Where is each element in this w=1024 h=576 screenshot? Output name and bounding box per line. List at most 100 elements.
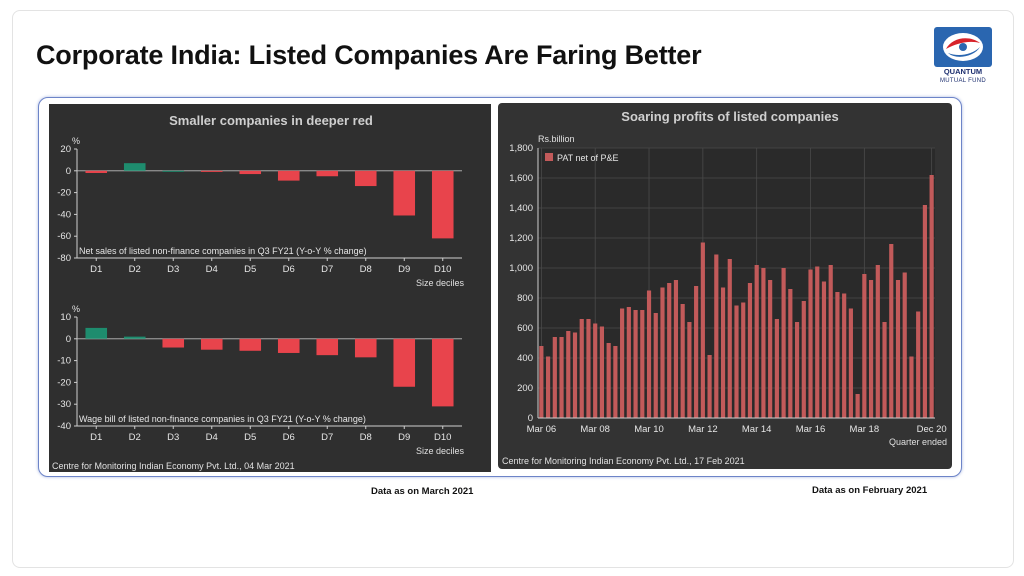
y-tick-label: -40 <box>57 209 71 220</box>
bar-d1 <box>85 170 108 173</box>
profit-bar <box>640 310 645 418</box>
x-tick-label-d8: D8 <box>360 432 372 443</box>
y-tick-label: -60 <box>57 231 71 242</box>
y-tick-label: 1,400 <box>509 203 533 214</box>
bar-d5 <box>239 338 262 351</box>
profit-bar <box>828 265 833 418</box>
chart-annotation: Net sales of listed non-finance companie… <box>79 246 367 256</box>
profit-bar <box>754 265 759 418</box>
left-panel-title: Smaller companies in deeper red <box>169 113 373 128</box>
profit-bar <box>848 308 853 418</box>
bar-d5 <box>239 170 262 175</box>
logo-emblem-icon <box>934 27 992 67</box>
profit-bar <box>687 322 692 418</box>
profit-bar <box>667 283 672 418</box>
x-axis-label: Size deciles <box>416 446 465 456</box>
y-tick-label: -30 <box>57 399 71 410</box>
left-panel-source: Centre for Monitoring Indian Economy Pvt… <box>52 461 295 471</box>
profit-bar <box>546 356 551 418</box>
profit-bar <box>909 356 914 418</box>
profit-bar <box>794 322 800 418</box>
x-tick-label: Mar 12 <box>688 424 718 435</box>
bar-d9 <box>393 338 416 387</box>
profit-bar <box>868 280 874 418</box>
x-tick-label: Mar 16 <box>796 424 826 435</box>
bar-d6 <box>277 170 300 181</box>
profit-bar <box>815 266 820 418</box>
x-tick-label-d4: D4 <box>206 432 218 443</box>
profit-bar <box>579 319 584 418</box>
y-tick-label: 200 <box>517 383 533 394</box>
profit-bar <box>882 322 887 418</box>
profit-bar <box>673 280 679 418</box>
x-tick-label-d7: D7 <box>321 432 333 443</box>
bar-d10 <box>431 170 454 239</box>
y-tick-label: 800 <box>517 293 533 304</box>
profit-bar <box>707 355 712 418</box>
legend-swatch <box>545 153 553 161</box>
profit-bar <box>801 301 806 418</box>
y-tick-label: 0 <box>66 334 71 345</box>
bar-d4 <box>200 338 223 350</box>
profit-bar <box>539 346 544 418</box>
profit-bar <box>626 307 631 418</box>
y-tick-label: 1,800 <box>509 143 533 154</box>
profit-bar <box>680 304 685 418</box>
quantum-logo: QUANTUM MUTUAL FUND <box>934 27 992 89</box>
profit-bar <box>855 394 860 418</box>
x-tick-label-d2: D2 <box>129 432 141 443</box>
x-tick-label-d1: D1 <box>90 432 102 443</box>
profit-bar <box>741 302 746 418</box>
y-tick-label: 600 <box>517 323 533 334</box>
wage-bill-chart: %10 0 -10 -20 -30 -40 D1 D2 D3 D4 D5 D6 D7 D8 D9 D10 Siz… <box>57 304 464 456</box>
y-tick-label: 1,200 <box>509 233 533 244</box>
x-tick-label-d6: D6 <box>283 432 295 443</box>
profit-bar <box>633 310 638 418</box>
profit-bar <box>889 244 894 418</box>
profit-bar <box>808 269 813 418</box>
bar-d8 <box>354 338 377 358</box>
page-title: Corporate India: Listed Companies Are Fa… <box>36 40 702 70</box>
x-tick-label: Mar 08 <box>580 424 610 435</box>
profit-bar <box>895 280 901 418</box>
logo-subname: MUTUAL FUND <box>939 78 987 84</box>
profit-bar <box>613 346 618 418</box>
y-tick-label: -40 <box>57 421 71 432</box>
left-chart-panel: Smaller companies in deeper red Centre f… <box>49 104 491 472</box>
y-tick-label: -10 <box>57 356 71 367</box>
y-axis-label: % <box>72 136 80 146</box>
bar-d9 <box>393 170 416 216</box>
profit-bar <box>566 331 571 418</box>
x-tick-label-d5: D5 <box>244 432 256 443</box>
y-axis-label: % <box>72 304 80 314</box>
net-sales-chart: %20 0 -20 -40 -60 -80 D1 D2 D3 D4 D5 D6 D7 D8 D9 D10 Siz… <box>57 136 464 288</box>
profit-bar <box>606 343 611 418</box>
profit-bar <box>842 293 847 418</box>
profit-bar <box>559 337 564 418</box>
bar-d7 <box>316 170 339 177</box>
y-tick-label: 1,600 <box>509 173 533 184</box>
profit-bar <box>902 272 907 418</box>
x-tick-label: Mar 14 <box>742 424 772 435</box>
profit-bar <box>875 265 880 418</box>
y-tick-label: -20 <box>57 188 71 199</box>
profit-bar <box>653 313 658 418</box>
right-chart-panel: Soaring profits of listed companies Cent… <box>498 103 952 469</box>
note-right: Data as on February 2021 <box>812 485 928 496</box>
profit-bar <box>620 308 625 418</box>
bar-d7 <box>316 338 339 356</box>
profit-bar <box>700 242 705 418</box>
y-axis-label: Rs.billion <box>538 134 575 144</box>
x-tick-label-d3: D3 <box>167 432 179 443</box>
profits-chart: 0 200 400 600 800 1,000 1,200 1,400 1,600 1,800 Ma… <box>509 134 947 447</box>
x-tick-label-d3: D3 <box>167 264 179 275</box>
profit-bar <box>599 326 605 418</box>
right-panel-title: Soaring profits of listed companies <box>621 109 838 124</box>
profit-bar <box>916 311 921 418</box>
profit-bar <box>862 274 867 418</box>
x-tick-label-d9: D9 <box>398 432 410 443</box>
x-tick-label-d8: D8 <box>360 264 372 275</box>
y-tick-label: 10 <box>60 312 71 323</box>
x-tick-label-d7: D7 <box>321 264 333 275</box>
legend-label: PAT net of P&E <box>557 153 619 163</box>
